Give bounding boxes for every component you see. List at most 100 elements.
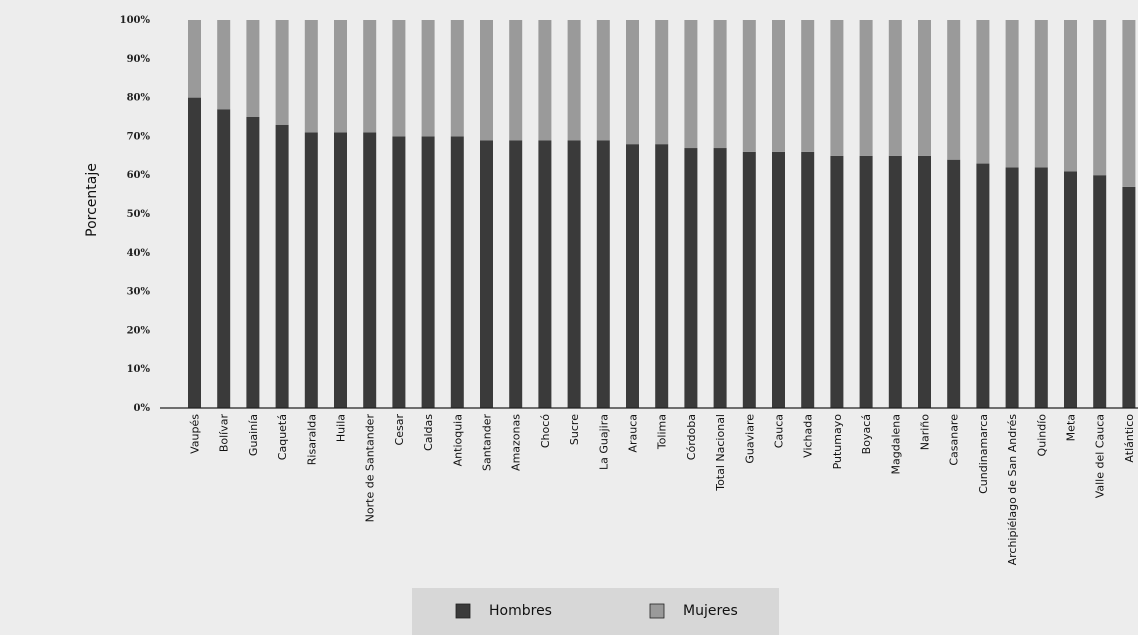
x-category-label: Amazonas (510, 414, 523, 471)
bar-hombres (392, 136, 406, 408)
legend-box (412, 588, 779, 635)
bar-hombres (655, 144, 669, 408)
bar-mujeres (1064, 20, 1077, 172)
x-category-label: Arauca (627, 414, 640, 453)
bar-mujeres (684, 20, 698, 149)
bar-mujeres (801, 20, 815, 152)
bar-mujeres (830, 20, 844, 156)
bar-hombres (363, 132, 377, 408)
x-category-label: Cauca (773, 414, 786, 448)
bar-mujeres (626, 20, 639, 145)
bar-mujeres (947, 20, 961, 160)
x-category-label: Chocó (539, 414, 552, 448)
y-tick-label: 100% (120, 15, 151, 26)
bar-hombres (1064, 171, 1077, 408)
y-tick-label: 40% (127, 248, 151, 259)
x-category-label: Vaupés (189, 414, 202, 454)
x-category-label: Atlántico (1123, 414, 1136, 463)
x-category-label: Risaralda (305, 414, 318, 465)
bar-hombres (217, 109, 231, 409)
bar-mujeres (217, 20, 231, 110)
bar-hombres (976, 163, 990, 408)
bar-mujeres (859, 20, 873, 156)
x-category-label: Boyacá (860, 414, 873, 454)
bar-hombres (888, 155, 902, 408)
bars (188, 20, 1136, 409)
legend-swatch-hombres (455, 603, 471, 619)
bar-hombres (334, 132, 347, 408)
x-category-label: Guaviare (743, 414, 756, 464)
bar-hombres (596, 140, 610, 408)
bar-hombres (246, 117, 260, 408)
legend-label-hombres: Hombres (489, 603, 552, 619)
x-category-label: Putumayo (831, 414, 844, 470)
bar-hombres (304, 132, 318, 408)
bar-hombres (1093, 175, 1107, 408)
y-tick-label: 20% (127, 325, 151, 336)
x-category-label: Valle del Cauca (1094, 414, 1107, 498)
bar-hombres (421, 136, 435, 408)
x-axis-labels: Vaupés Bolívar Guainía Caquetá Risaralda Huil… (189, 414, 1136, 566)
legend-swatch-mujeres (649, 603, 665, 619)
bar-mujeres (1122, 20, 1136, 187)
bar-hombres (830, 155, 844, 408)
bar-hombres (1034, 167, 1048, 408)
bar-mujeres (655, 20, 669, 145)
x-category-label: Tolima (656, 414, 669, 450)
bar-mujeres (392, 20, 406, 137)
y-axis: 0% 10% 20% 30% 40% 50% 60% 70% 80% 90% 100% (120, 15, 151, 414)
bar-hombres (509, 140, 523, 408)
legend-label-mujeres: Mujeres (683, 603, 738, 619)
bar-hombres (742, 151, 756, 409)
bar-hombres (538, 140, 552, 408)
x-category-label: Bolívar (218, 414, 231, 453)
bar-hombres (1122, 186, 1136, 408)
x-category-label: Guainía (247, 414, 260, 456)
x-category-label: Cesar (393, 414, 406, 446)
bar-mujeres (918, 20, 931, 156)
bar-hombres (480, 140, 493, 408)
bar-hombres (567, 140, 581, 408)
bar-mujeres (334, 20, 347, 133)
bar-hombres (684, 148, 698, 409)
x-category-label: Santander (481, 414, 494, 471)
x-category-label: Nariño (919, 414, 932, 451)
x-category-label: Casanare (948, 414, 961, 466)
bar-mujeres (246, 20, 260, 117)
bar-mujeres (888, 20, 902, 156)
bar-mujeres (596, 20, 610, 141)
bar-mujeres (188, 20, 201, 98)
x-category-label: Antioquia (451, 414, 464, 466)
bar-mujeres (742, 20, 756, 152)
y-tick-label: 90% (127, 54, 151, 65)
x-category-label: Cundinamarca (977, 414, 990, 494)
x-category-label: Meta (1065, 414, 1078, 441)
bar-mujeres (363, 20, 377, 133)
bar-mujeres (1034, 20, 1048, 168)
bar-mujeres (509, 20, 523, 141)
x-category-label: Huila (335, 414, 348, 442)
bar-hombres (801, 151, 815, 409)
bar-mujeres (1093, 20, 1107, 176)
y-tick-label: 30% (127, 287, 151, 298)
x-category-label: Norte de Santander (364, 414, 377, 523)
x-category-label: Córdoba (685, 414, 698, 460)
x-category-label: La Guajira (597, 414, 610, 470)
bar-mujeres (713, 20, 727, 149)
x-category-label: Archipiélago de San Andrés (1006, 414, 1019, 566)
bar-hombres (772, 151, 785, 409)
bar-mujeres (1005, 20, 1019, 168)
bar-hombres (1005, 167, 1019, 408)
x-category-label: Caldas (422, 414, 435, 451)
bar-hombres (947, 159, 961, 408)
bar-hombres (275, 124, 289, 408)
y-tick-label: 80% (127, 93, 151, 104)
bar-mujeres (421, 20, 435, 137)
y-tick-label: 10% (127, 364, 151, 375)
y-tick-label: 60% (127, 170, 151, 181)
bar-mujeres (567, 20, 581, 141)
x-category-label: Sucre (568, 414, 581, 445)
bar-mujeres (538, 20, 552, 141)
x-category-label: Total Nacional (714, 414, 727, 492)
